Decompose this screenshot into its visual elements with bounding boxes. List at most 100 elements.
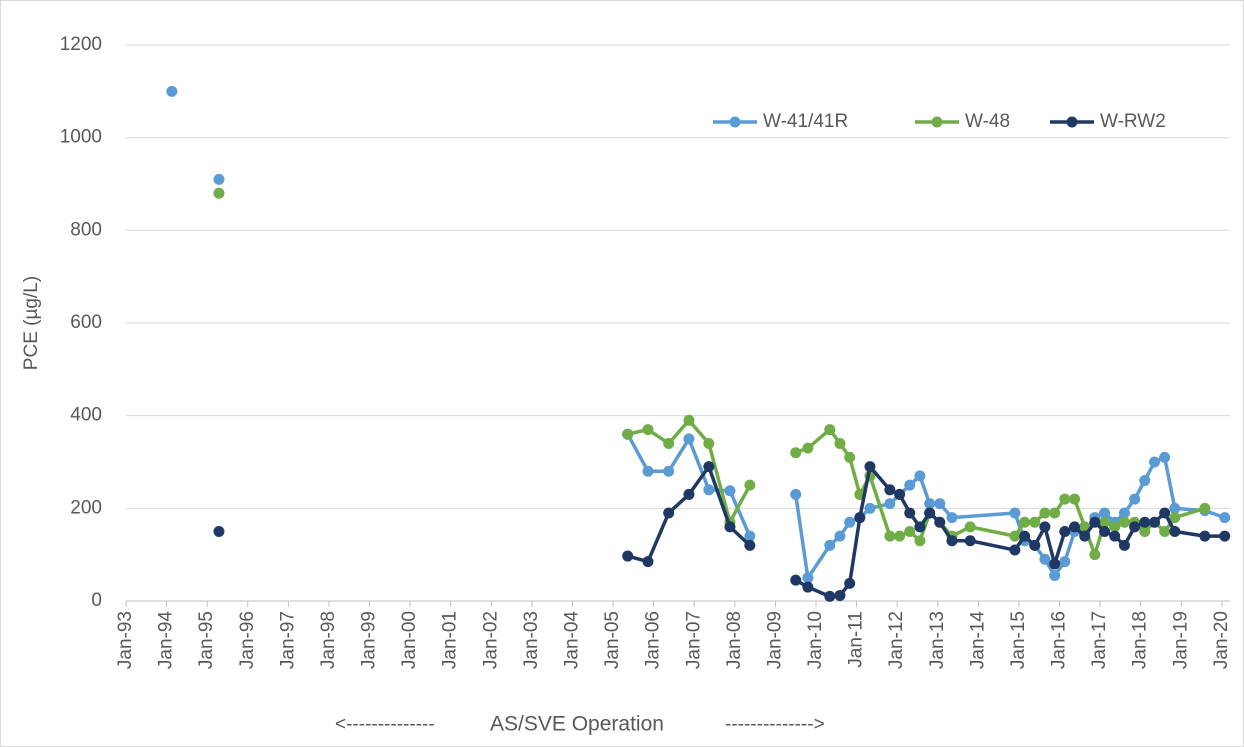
x-tick-label: Jan-20: [1211, 611, 1232, 669]
data-point: [724, 521, 736, 533]
data-point: [1049, 558, 1061, 570]
y-tick-label: 600: [70, 312, 102, 333]
data-point: [854, 512, 866, 524]
data-point: [1149, 456, 1161, 468]
x-tick-label: Jan-19: [1170, 611, 1191, 669]
data-point: [802, 442, 814, 454]
data-point: [703, 437, 715, 449]
x-tick-label: Jan-01: [440, 611, 461, 669]
data-point: [1039, 521, 1051, 533]
data-point: [834, 530, 846, 542]
annotation-arrow-left: <--------------: [335, 714, 435, 735]
data-point: [1099, 526, 1111, 537]
data-point: [904, 507, 916, 519]
x-tick-label: Jan-95: [196, 611, 217, 669]
data-point: [166, 85, 178, 97]
data-point: [1089, 516, 1101, 528]
data-point: [213, 526, 225, 537]
x-tick-label: Jan-99: [359, 611, 380, 669]
x-tick-label: Jan-11: [846, 611, 867, 668]
data-point: [1159, 526, 1171, 537]
data-point: [642, 424, 654, 436]
x-tick-label: Jan-98: [318, 611, 339, 669]
x-tick-label: Jan-17: [1089, 611, 1110, 669]
data-point: [1159, 507, 1171, 519]
data-point: [914, 535, 926, 547]
data-point: [1139, 516, 1151, 528]
data-point: [864, 461, 876, 473]
data-point: [642, 556, 654, 568]
data-point: [622, 428, 634, 440]
data-point: [1099, 507, 1111, 519]
data-point: [824, 590, 836, 602]
legend-marker: [931, 116, 943, 128]
x-tick-label: Jan-04: [561, 611, 582, 670]
data-point: [914, 521, 926, 533]
data-point: [1019, 516, 1031, 528]
data-point: [1029, 539, 1041, 551]
data-point: [1109, 530, 1121, 542]
data-point: [1118, 516, 1130, 528]
data-point: [1009, 507, 1021, 519]
data-point: [1009, 530, 1021, 542]
data-point: [1099, 516, 1111, 528]
data-point: [824, 424, 836, 436]
data-point: [1039, 553, 1051, 565]
data-point: [1219, 530, 1231, 542]
data-point: [213, 173, 225, 185]
data-point: [904, 479, 916, 491]
data-point: [1019, 530, 1031, 542]
data-point: [663, 507, 675, 519]
data-point: [864, 502, 876, 514]
y-tick-label: 800: [70, 219, 102, 240]
data-point: [884, 484, 896, 496]
data-point: [844, 577, 856, 589]
legend-label: W-41/41R: [763, 111, 848, 132]
data-point: [663, 437, 675, 449]
data-point: [1109, 521, 1121, 533]
x-tick-label: Jan-07: [683, 611, 704, 669]
data-point: [1059, 556, 1071, 568]
data-point: [1049, 570, 1061, 582]
data-point: [1089, 549, 1101, 561]
data-point: [683, 488, 695, 500]
data-point: [1029, 516, 1041, 528]
data-point: [1169, 502, 1181, 514]
x-tick-label: Jan-06: [643, 611, 664, 669]
x-tick-label: Jan-03: [521, 611, 542, 669]
data-point: [964, 535, 976, 547]
data-point: [894, 530, 906, 542]
data-point: [802, 572, 814, 584]
data-point: [790, 574, 802, 586]
data-point: [622, 550, 634, 562]
data-point: [946, 535, 958, 547]
data-point: [1159, 451, 1171, 463]
data-point: [934, 498, 946, 510]
x-tick-label: Jan-18: [1130, 611, 1151, 669]
x-tick-label: Jan-09: [764, 611, 785, 669]
data-point: [1199, 502, 1211, 514]
legend-label: W-RW2: [1100, 111, 1166, 132]
data-point: [1169, 512, 1181, 524]
data-point: [1039, 507, 1051, 519]
data-point: [1169, 526, 1181, 537]
x-tick-label: Jan-96: [237, 611, 258, 669]
x-tick-label: Jan-12: [886, 611, 907, 669]
x-tick-label: Jan-10: [805, 611, 826, 669]
data-point: [1059, 493, 1071, 505]
data-point: [844, 451, 856, 463]
data-point: [790, 488, 802, 500]
data-point: [724, 485, 736, 497]
data-point: [1199, 530, 1211, 542]
annotation-arrow-right: -------------->: [725, 714, 825, 735]
x-tick-label: Jan-02: [480, 611, 501, 669]
data-point: [824, 539, 836, 551]
data-point: [744, 479, 756, 491]
x-tick-label: Jan-14: [967, 611, 988, 670]
x-tick-label: Jan-05: [602, 611, 623, 669]
x-tick-label: Jan-13: [927, 611, 948, 669]
data-point: [642, 465, 654, 477]
data-point: [1059, 526, 1071, 537]
